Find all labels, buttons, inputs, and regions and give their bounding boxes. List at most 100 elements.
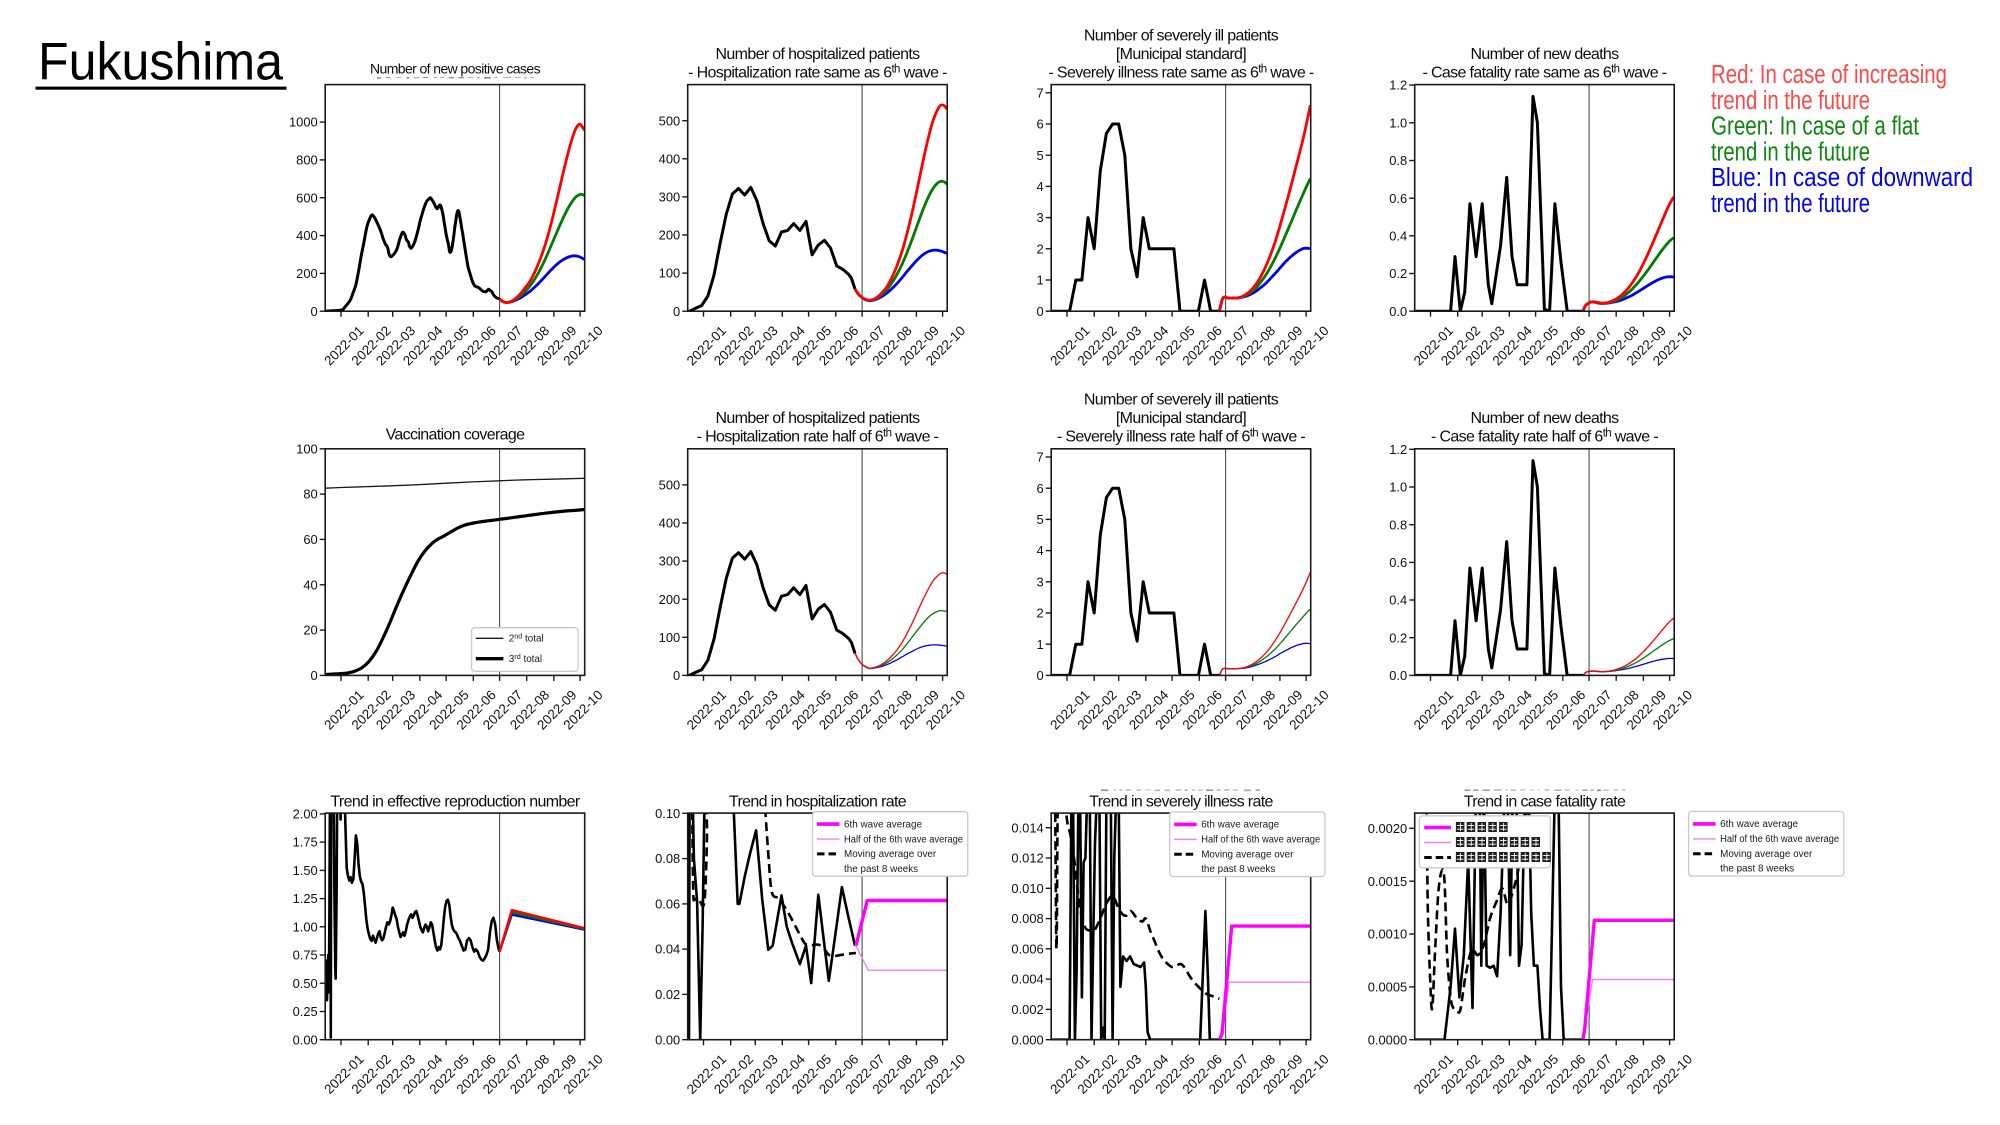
svg-text:Fukushima: Fukushima	[38, 33, 283, 92]
svg-text:200: 200	[659, 592, 681, 607]
svg-text:2: 2	[1037, 606, 1044, 621]
svg-text:0.04: 0.04	[655, 942, 680, 957]
svg-text:1.00: 1.00	[293, 919, 318, 934]
svg-text:100: 100	[659, 266, 681, 281]
svg-text:Trend in effective reproductio: Trend in effective reproduction number	[330, 793, 581, 810]
svg-text:5: 5	[1037, 512, 1044, 527]
svg-text:0.50: 0.50	[293, 976, 318, 991]
svg-text:1.0: 1.0	[1389, 115, 1407, 130]
svg-text:0.014: 0.014	[1011, 820, 1043, 835]
svg-text:20: 20	[303, 623, 317, 638]
svg-text:Green: In case of a flat: Green: In case of a flat	[1711, 113, 1919, 141]
svg-text:- Hospitalization rate same as: - Hospitalization rate same as 6th wave …	[688, 63, 947, 81]
svg-text:the past 8 weeks: the past 8 weeks	[1720, 864, 1794, 875]
svg-text:0.2: 0.2	[1389, 630, 1407, 645]
svg-text:Number of hospitalized patient: Number of hospitalized patients	[716, 410, 921, 427]
svg-text:3rd total: 3rd total	[509, 652, 542, 665]
svg-text:0.25: 0.25	[293, 1004, 318, 1019]
svg-text:1: 1	[1037, 637, 1044, 652]
svg-text:0.10: 0.10	[655, 806, 680, 821]
svg-text:Half of the 6th wave average: Half of the 6th wave average	[844, 834, 963, 845]
svg-text:0.010: 0.010	[1011, 881, 1043, 896]
svg-text:Red: In case of increasing: Red: In case of increasing	[1711, 61, 1947, 89]
svg-text:0.2: 0.2	[1389, 266, 1407, 281]
svg-text:0.4: 0.4	[1389, 228, 1407, 243]
svg-text:0.08: 0.08	[655, 851, 680, 866]
svg-text:6: 6	[1037, 117, 1044, 132]
svg-text:the past 8 weeks: the past 8 weeks	[844, 864, 918, 875]
svg-text:Number of hospitalized patient: Number of hospitalized patients	[716, 46, 921, 63]
svg-text:0.0020: 0.0020	[1368, 821, 1407, 836]
svg-text:5: 5	[1037, 148, 1044, 163]
svg-text:trend in the future: trend in the future	[1711, 138, 1870, 166]
svg-text:40: 40	[303, 577, 317, 592]
svg-text:800: 800	[296, 153, 318, 168]
svg-text:1000: 1000	[289, 115, 318, 130]
svg-text:0.000: 0.000	[1011, 1032, 1043, 1047]
svg-text:0.012: 0.012	[1011, 851, 1043, 866]
svg-text:Blue: In case of downward: Blue: In case of downward	[1711, 164, 1973, 192]
svg-text:400: 400	[659, 516, 681, 531]
svg-text:- Case fatality rate same as 6: - Case fatality rate same as 6th wave -	[1423, 63, 1667, 81]
svg-text:1: 1	[1037, 273, 1044, 288]
svg-text:4: 4	[1037, 179, 1044, 194]
svg-text:200: 200	[659, 228, 681, 243]
svg-text:0.0000: 0.0000	[1368, 1032, 1407, 1047]
svg-text:500: 500	[659, 113, 681, 128]
svg-text:Trend in hospitalization rate: Trend in hospitalization rate	[729, 793, 907, 810]
svg-text:0.8: 0.8	[1389, 517, 1407, 532]
svg-text:0.75: 0.75	[293, 948, 318, 963]
svg-text:Number of new deaths: Number of new deaths	[1471, 46, 1620, 63]
svg-text:Moving average over: Moving average over	[844, 849, 937, 860]
svg-text:300: 300	[659, 554, 681, 569]
svg-text:1.50: 1.50	[293, 863, 318, 878]
svg-text:0: 0	[1037, 304, 1044, 319]
svg-text:80: 80	[303, 487, 317, 502]
svg-text:7: 7	[1037, 85, 1044, 100]
svg-text:1.2: 1.2	[1389, 78, 1407, 93]
svg-text:6th wave average: 6th wave average	[1720, 819, 1798, 830]
svg-text:2nd total: 2nd total	[509, 632, 544, 645]
svg-text:4: 4	[1037, 543, 1044, 558]
svg-text:60: 60	[303, 532, 317, 547]
svg-text:Number of severely ill patient: Number of severely ill patients	[1084, 392, 1279, 409]
svg-text:Vaccination coverage: Vaccination coverage	[386, 427, 526, 444]
svg-text:0: 0	[673, 304, 680, 319]
svg-text:300: 300	[659, 190, 681, 205]
svg-text:0.006: 0.006	[1011, 941, 1043, 956]
svg-text:0.06: 0.06	[655, 897, 680, 912]
svg-text:6th wave average: 6th wave average	[844, 819, 922, 830]
svg-text:0.4: 0.4	[1389, 593, 1407, 608]
svg-text:0.0: 0.0	[1389, 668, 1407, 683]
svg-text:Trend in case fatality rate: Trend in case fatality rate	[1464, 793, 1626, 810]
svg-text:0.0: 0.0	[1389, 304, 1407, 319]
svg-text:3: 3	[1037, 574, 1044, 589]
svg-text:1.2: 1.2	[1389, 442, 1407, 457]
svg-text:0.02: 0.02	[655, 987, 680, 1002]
svg-text:400: 400	[296, 228, 318, 243]
svg-text:0.6: 0.6	[1389, 555, 1407, 570]
svg-text:0.004: 0.004	[1011, 972, 1043, 987]
svg-text:[Municipal standard]: [Municipal standard]	[1116, 410, 1246, 427]
svg-text:Trend in severely illness rate: Trend in severely illness rate	[1089, 793, 1273, 810]
svg-text:6: 6	[1037, 481, 1044, 496]
svg-text:2: 2	[1037, 241, 1044, 256]
svg-text:[Municipal standard]: [Municipal standard]	[1116, 46, 1246, 63]
svg-text:0.008: 0.008	[1011, 911, 1043, 926]
svg-text:Number of new deaths: Number of new deaths	[1471, 410, 1620, 427]
svg-text:6th wave average: 6th wave average	[1201, 820, 1279, 831]
svg-text:0: 0	[311, 304, 318, 319]
svg-text:0: 0	[1037, 668, 1044, 683]
svg-text:400: 400	[659, 151, 681, 166]
svg-text:0.0010: 0.0010	[1368, 927, 1407, 942]
svg-text:trend in the future: trend in the future	[1711, 190, 1870, 218]
svg-text:3: 3	[1037, 210, 1044, 225]
svg-text:- Hospitalization rate half of: - Hospitalization rate half of 6th wave …	[697, 428, 939, 446]
svg-text:7: 7	[1037, 450, 1044, 465]
svg-text:0: 0	[311, 668, 318, 683]
svg-text:200: 200	[296, 266, 318, 281]
svg-text:2.00: 2.00	[293, 807, 318, 822]
svg-text:the past 8 weeks: the past 8 weeks	[1201, 864, 1275, 875]
svg-text:Moving average over: Moving average over	[1201, 850, 1294, 861]
svg-text:trend in the future: trend in the future	[1711, 87, 1870, 115]
